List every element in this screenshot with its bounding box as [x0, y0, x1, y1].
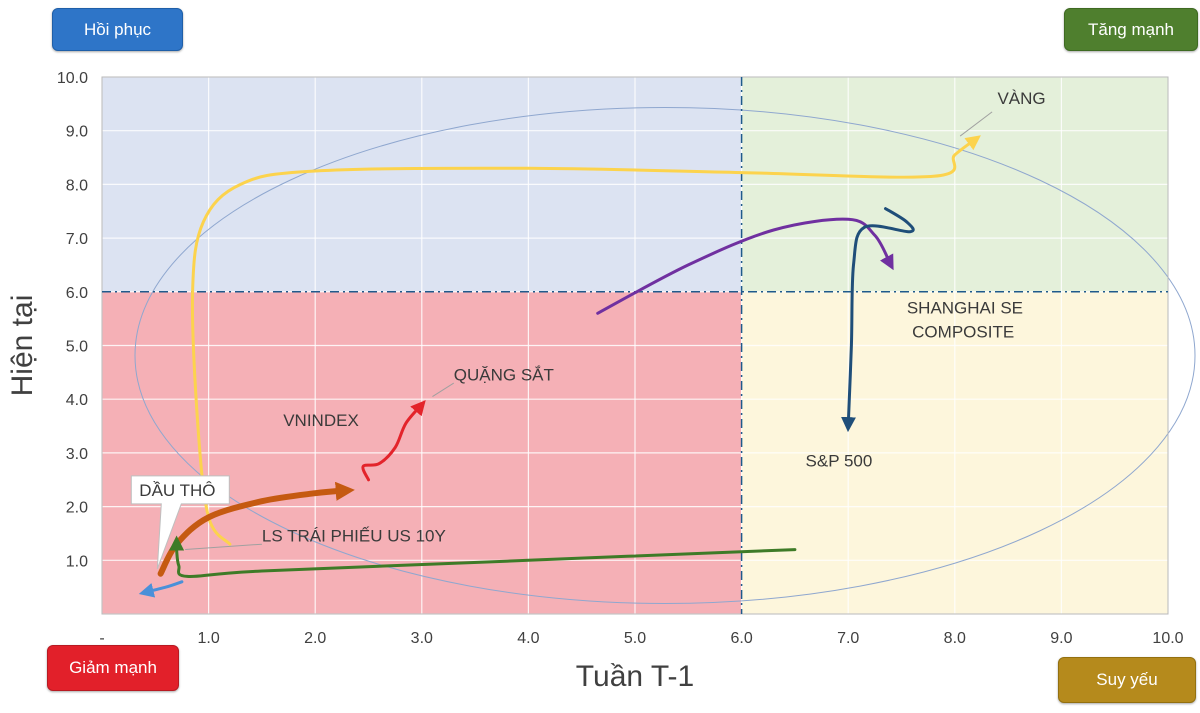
annotation-label: QUẶNG SẮT	[454, 365, 554, 384]
y-tick-label: 7.0	[66, 231, 88, 248]
rotation-ellipse	[134, 107, 1196, 604]
y-tick-label: 10.0	[57, 70, 88, 87]
x-axis-title: Tuần T-1	[576, 660, 694, 693]
annotation-label: SHANGHAI SE	[907, 298, 1023, 317]
annotation-label: LS TRÁI PHIẾU US 10Y	[262, 527, 446, 546]
annotation-label: VÀNG	[997, 89, 1045, 108]
x-tick-label: 10.0	[1152, 630, 1183, 647]
series-d-u-th-path	[138, 580, 184, 598]
y-tick-label: 1.0	[66, 553, 88, 570]
x-tick-label: 5.0	[624, 630, 646, 647]
y-tick-label: 3.0	[66, 446, 88, 463]
x-tick-label: 4.0	[517, 630, 539, 647]
plot-border	[101, 76, 1169, 615]
x-tick-label: 7.0	[837, 630, 859, 647]
annotation-label: VNINDEX	[283, 411, 359, 430]
x-tick-label: 2.0	[304, 630, 326, 647]
leader-line-iron-ore	[432, 382, 455, 397]
callout-box-crude-oil	[130, 475, 230, 570]
y-axis-title: Hiện tại	[6, 295, 39, 397]
series-qu-ng-s-t-path	[361, 400, 426, 482]
series-ls-tr-i-phi-u-us-10y-path	[169, 535, 797, 579]
quadrant-badge-lagging: Giảm mạnh	[47, 645, 179, 691]
quadrant-badge-leading: Tăng mạnh	[1064, 8, 1198, 51]
x-tick-label: 3.0	[411, 630, 433, 647]
y-tick-label: 9.0	[66, 124, 88, 141]
series-shanghai-se-composite-path	[596, 217, 894, 315]
x-tick-label: -	[99, 630, 104, 647]
series-v-ng-path	[190, 135, 981, 546]
x-tick-label: 9.0	[1050, 630, 1072, 647]
y-tick-label: 8.0	[66, 177, 88, 194]
y-tick-label: 5.0	[66, 339, 88, 356]
quadrant-badge-recovery: Hồi phục	[52, 8, 183, 51]
x-tick-label: 6.0	[730, 630, 752, 647]
y-tick-label: 2.0	[66, 500, 88, 517]
leader-line-gold	[959, 111, 993, 137]
leader-line-us10y	[185, 543, 262, 551]
annotation-label: COMPOSITE	[912, 322, 1014, 341]
x-tick-label: 1.0	[197, 630, 219, 647]
x-tick-label: 8.0	[944, 630, 966, 647]
y-tick-label: 4.0	[66, 392, 88, 409]
y-tick-label: 6.0	[66, 285, 88, 302]
annotation-label: DẦU THÔ	[139, 481, 215, 500]
quadrant-badge-weakening: Suy yếu	[1058, 657, 1196, 703]
annotation-label: S&P 500	[806, 451, 873, 470]
series-s-p-500-path	[841, 207, 915, 433]
